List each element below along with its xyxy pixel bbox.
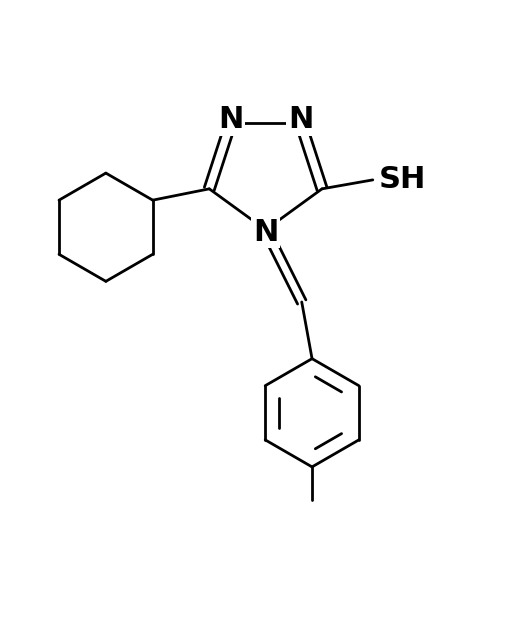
Text: N: N (288, 106, 313, 134)
Text: SH: SH (379, 165, 426, 195)
Text: N: N (253, 218, 278, 247)
Text: N: N (218, 106, 243, 134)
